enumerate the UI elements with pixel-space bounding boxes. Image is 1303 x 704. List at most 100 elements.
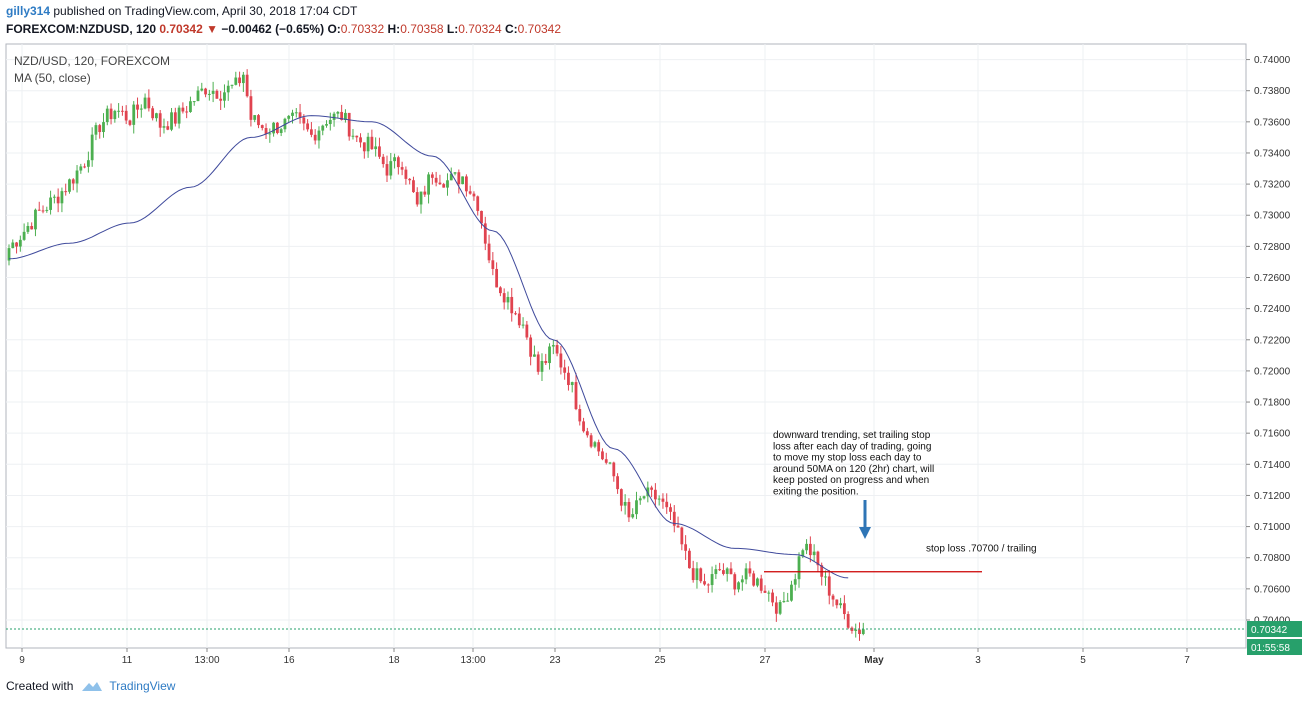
candle-body [355, 135, 359, 138]
candle-body [782, 601, 786, 603]
candle-body [136, 104, 139, 110]
created-with-text: Created with [6, 679, 74, 693]
candle-body [166, 126, 170, 130]
candle-body [729, 568, 733, 575]
candle-body [487, 243, 491, 261]
candle-body [86, 160, 90, 167]
candle-body [608, 462, 612, 464]
candle-body [771, 592, 774, 603]
author-link[interactable]: gilly314 [6, 4, 51, 18]
candle-body [211, 90, 215, 94]
candle-body [627, 502, 631, 518]
candle-body [49, 197, 52, 210]
x-tick-label: 23 [549, 655, 561, 666]
candle-body [83, 166, 86, 168]
candle-body [839, 603, 842, 606]
candle-body [638, 498, 642, 501]
candle-body [196, 90, 200, 102]
candle-body [623, 502, 627, 506]
y-tick-label: 0.71400 [1254, 460, 1291, 471]
candle-body [797, 556, 801, 580]
candle-body [291, 112, 294, 116]
candle-body [521, 324, 525, 326]
candle-body [68, 179, 71, 192]
candle-body [215, 90, 219, 99]
candle-body [827, 576, 831, 596]
candle-body [128, 120, 132, 125]
last-price-tag [1247, 621, 1302, 638]
time-axis[interactable]: 9 11 13:00 16 18 13:00 23 25 27 May 3 5 7 [19, 648, 1190, 666]
candle-body [525, 324, 529, 338]
x-tick-label: May [864, 655, 884, 666]
price-axis[interactable]: 0.74000 0.73800 0.73600 0.73400 0.73200 0.730… [1246, 55, 1302, 656]
candle-body [60, 191, 64, 204]
candle-body [786, 600, 790, 602]
candle-body [109, 108, 113, 120]
y-tick-label: 0.72600 [1254, 273, 1291, 284]
candle-body [536, 354, 540, 372]
candle-body [257, 115, 260, 126]
candle-body [506, 296, 510, 303]
y-tick-label: 0.73800 [1254, 86, 1291, 97]
candle-body [680, 527, 684, 545]
candle-body [11, 242, 15, 249]
candle-body [340, 111, 344, 120]
gridlines [6, 44, 1246, 648]
tradingview-link[interactable]: TradingView [81, 679, 175, 693]
candle-body [695, 568, 699, 581]
symbol-quote-line: FOREXCOM:NZDUSD, 120 0.70342 ▼ −0.00462 … [6, 22, 561, 36]
down-arrow-icon: ▼ [206, 22, 218, 36]
candle-body [415, 192, 419, 205]
candles [7, 69, 865, 641]
chart-title: NZD/USD, 120, FOREXCOM [14, 54, 170, 68]
candle-body [219, 98, 223, 101]
candle-body [370, 136, 374, 150]
candle-body [476, 196, 480, 211]
candle-body [453, 172, 457, 174]
candle-body [480, 210, 483, 224]
candle-body [287, 115, 291, 119]
candle-body [41, 210, 45, 212]
candle-body [151, 108, 155, 119]
candle-body [722, 570, 725, 574]
symbol-label: FOREXCOM:NZDUSD, 120 [6, 22, 157, 36]
candle-body [831, 595, 835, 600]
candle-body [396, 157, 400, 168]
candle-body [688, 550, 691, 569]
candle-body [646, 487, 650, 497]
y-tick-label: 0.72800 [1254, 242, 1291, 253]
candle-body [820, 565, 824, 577]
candle-body [143, 97, 147, 109]
x-tick-label: 13:00 [194, 655, 219, 666]
candle-body [767, 592, 771, 594]
x-tick-label: 13:00 [460, 655, 485, 666]
candle-body [381, 156, 385, 165]
candle-body [446, 180, 449, 188]
candle-body [763, 590, 767, 593]
candle-body [631, 514, 635, 518]
candle-body [238, 77, 241, 84]
x-tick-label: 5 [1080, 655, 1086, 666]
publish-info: gilly314 published on TradingView.com, A… [6, 4, 357, 18]
candle-body [56, 196, 60, 204]
candle-body [544, 360, 548, 364]
candle-body [400, 167, 404, 170]
candle-body [249, 96, 253, 120]
candle-body [147, 97, 151, 109]
candle-body [419, 191, 423, 205]
candle-body [7, 248, 11, 261]
candle-body [230, 84, 234, 86]
candle-body [313, 134, 317, 141]
candle-body [177, 107, 181, 124]
candle-body [472, 193, 476, 197]
countdown-tag [1247, 639, 1302, 656]
candle-body [529, 337, 533, 357]
candle-body [812, 551, 816, 556]
candle-body [585, 431, 589, 436]
candle-body [158, 113, 162, 128]
candle-body [430, 174, 434, 178]
annotation-line: around 50MA on 120 (2hr) chart, will [773, 464, 934, 475]
candle-body [321, 125, 325, 131]
candle-body [578, 409, 582, 422]
